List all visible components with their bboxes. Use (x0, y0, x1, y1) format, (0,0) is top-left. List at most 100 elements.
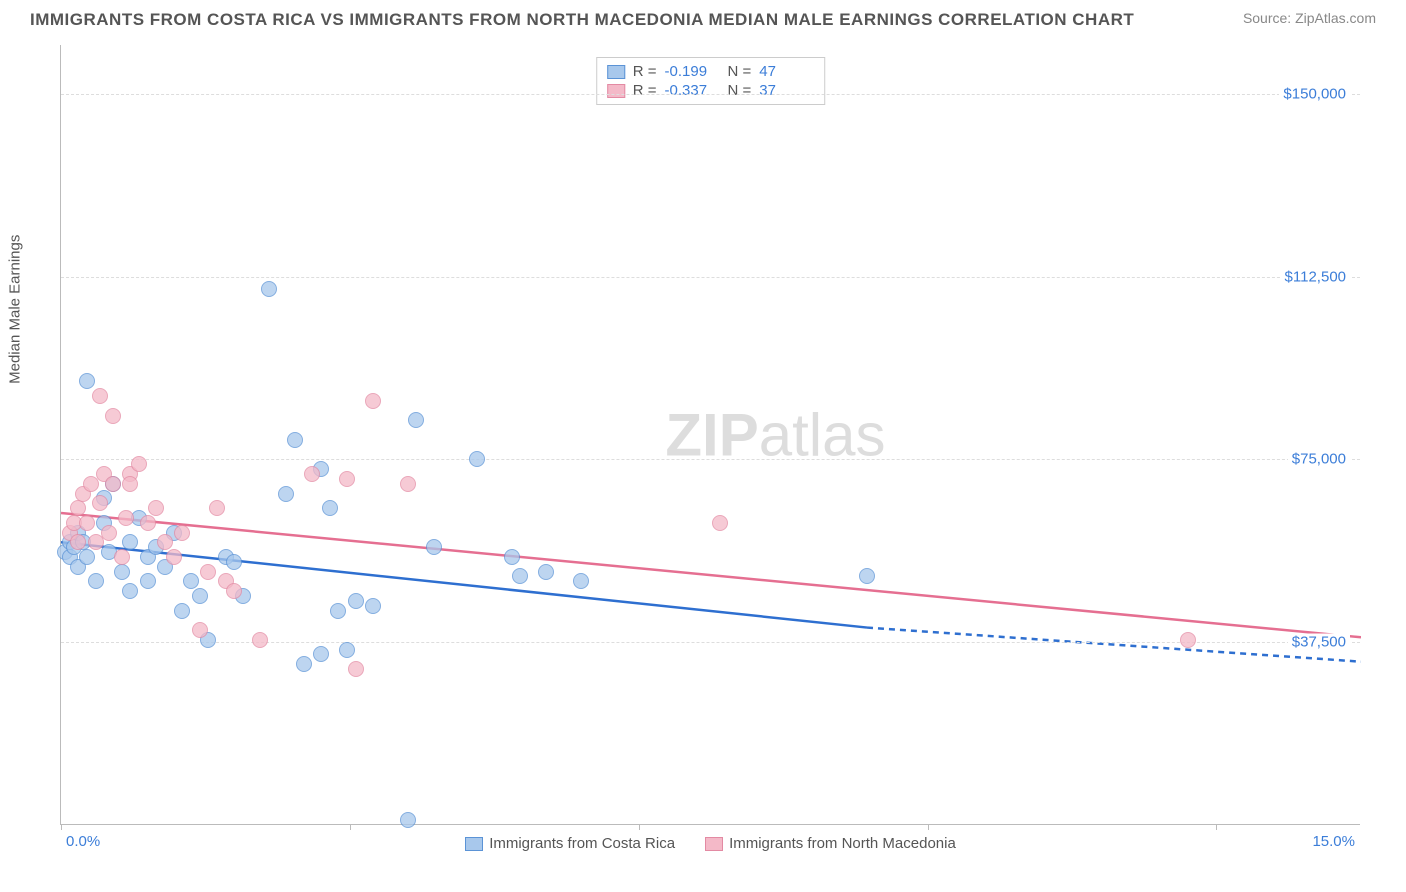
scatter-point (88, 573, 104, 589)
scatter-point (296, 656, 312, 672)
scatter-point (287, 432, 303, 448)
scatter-point (712, 515, 728, 531)
scatter-point (105, 408, 121, 424)
scatter-point (504, 549, 520, 565)
scatter-point (400, 812, 416, 828)
gridline (61, 94, 1360, 95)
scatter-point (339, 642, 355, 658)
scatter-point (426, 539, 442, 555)
x-tick (350, 824, 351, 830)
scatter-point (79, 373, 95, 389)
r-value: -0.199 (665, 63, 720, 80)
scatter-point (114, 549, 130, 565)
scatter-point (538, 564, 554, 580)
scatter-point (408, 412, 424, 428)
x-tick (61, 824, 62, 830)
gridline (61, 459, 1360, 460)
scatter-point (148, 500, 164, 516)
scatter-point (131, 456, 147, 472)
stats-legend-box: R = -0.199 N = 47 R = -0.337 N = 37 (596, 57, 826, 105)
scatter-point (200, 564, 216, 580)
scatter-point (400, 476, 416, 492)
scatter-point (348, 661, 364, 677)
scatter-point (101, 525, 117, 541)
y-tick-label: $37,500 (1288, 634, 1350, 651)
scatter-point (252, 632, 268, 648)
legend-swatch (465, 837, 483, 851)
r-label: R = (633, 82, 657, 99)
scatter-point (105, 476, 121, 492)
scatter-point (512, 568, 528, 584)
y-axis-label: Median Male Earnings (7, 235, 24, 384)
series-legend: Immigrants from Costa Rica Immigrants fro… (61, 835, 1360, 852)
scatter-point (122, 583, 138, 599)
scatter-point (70, 500, 86, 516)
x-tick (1216, 824, 1217, 830)
scatter-point (339, 471, 355, 487)
scatter-point (122, 476, 138, 492)
n-value: 37 (759, 82, 814, 99)
scatter-point (114, 564, 130, 580)
scatter-point (348, 593, 364, 609)
plot-area: ZIPatlas R = -0.199N = 47R = -0.337N = 3… (60, 45, 1360, 825)
y-tick-label: $112,500 (1281, 268, 1350, 285)
trend-lines (61, 45, 1361, 825)
scatter-point (261, 281, 277, 297)
scatter-point (209, 500, 225, 516)
r-label: R = (633, 63, 657, 80)
scatter-point (92, 388, 108, 404)
legend-swatch (607, 84, 625, 98)
gridline (61, 277, 1360, 278)
scatter-point (70, 534, 86, 550)
stats-row: R = -0.337 N = 37 (607, 81, 815, 100)
y-tick-label: $75,000 (1288, 451, 1350, 468)
legend-item: Immigrants from Costa Rica (465, 835, 675, 852)
x-tick-label-left: 0.0% (66, 833, 100, 850)
scatter-point (79, 549, 95, 565)
legend-label: Immigrants from North Macedonia (729, 835, 956, 852)
n-value: 47 (759, 63, 814, 80)
scatter-point (1180, 632, 1196, 648)
scatter-point (304, 466, 320, 482)
stats-row: R = -0.199 N = 47 (607, 62, 815, 81)
scatter-point (92, 495, 108, 511)
x-tick-label-right: 15.0% (1312, 833, 1355, 850)
scatter-point (278, 486, 294, 502)
scatter-point (140, 515, 156, 531)
scatter-point (226, 583, 242, 599)
x-tick (928, 824, 929, 830)
y-tick-label: $150,000 (1279, 85, 1350, 102)
scatter-point (122, 534, 138, 550)
scatter-point (174, 525, 190, 541)
scatter-point (174, 603, 190, 619)
scatter-point (330, 603, 346, 619)
scatter-point (166, 549, 182, 565)
scatter-point (365, 393, 381, 409)
trend-line (61, 513, 1361, 637)
chart-title: IMMIGRANTS FROM COSTA RICA VS IMMIGRANTS… (30, 10, 1134, 30)
source-label: Source: ZipAtlas.com (1243, 10, 1376, 26)
n-label: N = (728, 63, 752, 80)
scatter-point (573, 573, 589, 589)
scatter-point (118, 510, 134, 526)
chart-container: Median Male Earnings ZIPatlas R = -0.199… (20, 35, 1386, 865)
n-label: N = (728, 82, 752, 99)
legend-swatch (705, 837, 723, 851)
legend-label: Immigrants from Costa Rica (489, 835, 675, 852)
scatter-point (192, 622, 208, 638)
scatter-point (183, 573, 199, 589)
scatter-point (365, 598, 381, 614)
scatter-point (226, 554, 242, 570)
r-value: -0.337 (665, 82, 720, 99)
scatter-point (157, 534, 173, 550)
scatter-point (192, 588, 208, 604)
scatter-point (322, 500, 338, 516)
legend-item: Immigrants from North Macedonia (705, 835, 956, 852)
scatter-point (313, 646, 329, 662)
x-tick (639, 824, 640, 830)
legend-swatch (607, 65, 625, 79)
scatter-point (469, 451, 485, 467)
scatter-point (859, 568, 875, 584)
scatter-point (140, 573, 156, 589)
scatter-point (79, 515, 95, 531)
